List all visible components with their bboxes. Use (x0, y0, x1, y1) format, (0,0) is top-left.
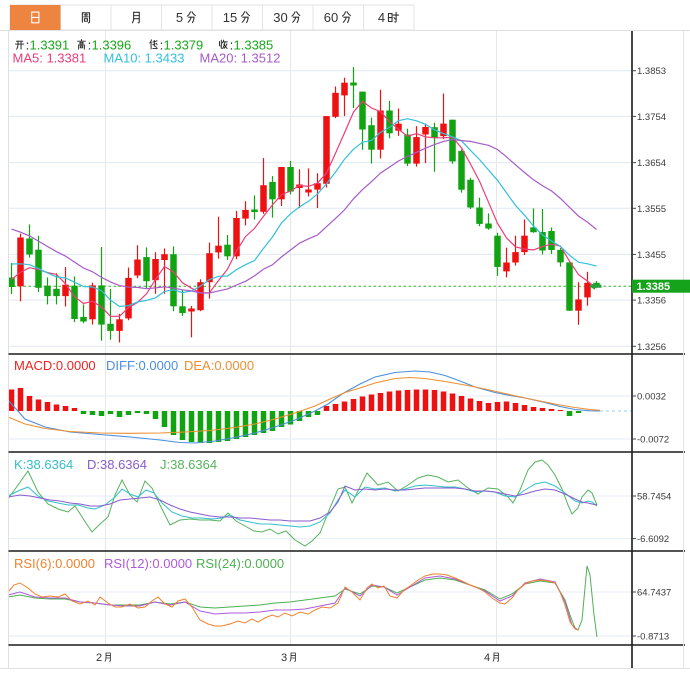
svg-text:1.3391: 1.3391 (30, 38, 70, 53)
svg-text:30: 30 (273, 10, 287, 25)
svg-text:1.3379: 1.3379 (164, 38, 204, 53)
svg-text:1.3555: 1.3555 (637, 204, 666, 215)
svg-text:MA5: 1.3381: MA5: 1.3381 (13, 51, 87, 66)
svg-text:D:38.6364: D:38.6364 (87, 457, 147, 472)
svg-text::: : (230, 39, 233, 53)
svg-text:-6.6092: -6.6092 (637, 534, 669, 545)
svg-text:1.3654: 1.3654 (637, 158, 666, 169)
svg-text:1.3396: 1.3396 (92, 38, 132, 53)
svg-text:3: 3 (281, 652, 287, 664)
svg-text::: : (26, 39, 29, 53)
svg-text::: : (88, 39, 91, 53)
svg-text:15: 15 (223, 10, 237, 25)
svg-text:64.7437: 64.7437 (637, 588, 671, 599)
svg-text:4: 4 (484, 652, 490, 664)
svg-text:0.0032: 0.0032 (637, 392, 666, 403)
svg-text:1.3853: 1.3853 (637, 66, 666, 77)
svg-text:58.7454: 58.7454 (637, 492, 671, 503)
svg-text:MA10: 1.3433: MA10: 1.3433 (104, 51, 185, 66)
svg-text:5: 5 (176, 10, 183, 25)
svg-text::: : (160, 39, 163, 53)
svg-text:DEA:0.0000: DEA:0.0000 (184, 358, 254, 373)
svg-text:K:38.6364: K:38.6364 (14, 457, 73, 472)
svg-text:-0.0072: -0.0072 (637, 435, 669, 446)
svg-text:1.3385: 1.3385 (637, 281, 671, 293)
svg-text:2: 2 (96, 652, 102, 664)
svg-text:RSI(24):0.0000: RSI(24):0.0000 (196, 556, 284, 571)
svg-text:1.3754: 1.3754 (637, 112, 666, 123)
svg-text:1.3256: 1.3256 (637, 342, 666, 353)
svg-text:RSI(12):0.0000: RSI(12):0.0000 (104, 556, 192, 571)
svg-text:DIFF:0.0000: DIFF:0.0000 (106, 358, 178, 373)
svg-text:MACD:0.0000: MACD:0.0000 (14, 358, 96, 373)
svg-text:60: 60 (324, 10, 338, 25)
svg-text:RSI(6):0.0000: RSI(6):0.0000 (14, 556, 95, 571)
svg-text:1.3455: 1.3455 (637, 250, 666, 261)
svg-text:4: 4 (378, 10, 385, 25)
svg-text:MA20: 1.3512: MA20: 1.3512 (200, 51, 281, 66)
svg-text:1.3356: 1.3356 (637, 296, 666, 307)
svg-text:J:38.6364: J:38.6364 (160, 457, 217, 472)
svg-text:1.3385: 1.3385 (234, 38, 274, 53)
svg-text:-0.8713: -0.8713 (637, 632, 669, 643)
